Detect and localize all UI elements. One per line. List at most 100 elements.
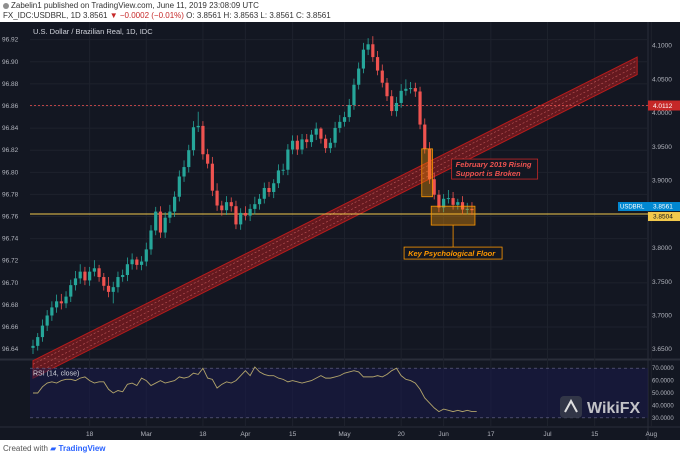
time-tick-5: May bbox=[338, 431, 351, 438]
candle-body bbox=[102, 277, 106, 286]
candle-body bbox=[427, 148, 432, 180]
candle-body bbox=[257, 198, 262, 205]
left-tick-0: 96.64 bbox=[2, 346, 19, 353]
time-tick-2: 18 bbox=[199, 431, 207, 438]
footer-brand[interactable]: TradingView bbox=[58, 444, 106, 453]
left-tick-1: 96.66 bbox=[2, 324, 19, 331]
right-tick-8: 4.0500 bbox=[652, 76, 672, 83]
rsi-tick-2: 50.0000 bbox=[652, 391, 674, 397]
publisher-line: Zabelin1 published on TradingView.com, J… bbox=[3, 1, 259, 10]
candle-body bbox=[305, 139, 309, 143]
rsi-label: RSI (14, close) bbox=[33, 370, 79, 377]
symbol-line: FX_IDC:USDBRL, 1D 3.8561 ▼ −0.0002 (−0.0… bbox=[3, 11, 331, 20]
candle-body bbox=[154, 211, 158, 231]
symbol-label[interactable]: FX_IDC:USDBRL, 1D bbox=[3, 11, 81, 20]
time-tick-1: Mar bbox=[141, 431, 153, 438]
rsi-tick-1: 40.0000 bbox=[652, 403, 674, 409]
left-tick-8: 96.80 bbox=[2, 169, 19, 176]
candle-body bbox=[158, 211, 163, 233]
left-tick-9: 96.82 bbox=[2, 147, 19, 154]
candle-body bbox=[446, 198, 450, 200]
candle-body bbox=[281, 169, 285, 171]
publish-header: Zabelin1 published on TradingView.com, J… bbox=[0, 0, 680, 22]
candle-body bbox=[69, 285, 73, 297]
right-tick-1: 3.7000 bbox=[652, 312, 672, 319]
candle-body bbox=[314, 128, 318, 135]
candle-body bbox=[437, 194, 441, 208]
candle-body bbox=[187, 150, 191, 168]
candle-body bbox=[144, 249, 148, 262]
candle-body bbox=[347, 104, 351, 118]
left-tick-3: 96.70 bbox=[2, 280, 19, 287]
rsi-tick-4: 70.0000 bbox=[652, 366, 674, 372]
candle-body bbox=[413, 88, 417, 92]
candle-body bbox=[168, 211, 172, 218]
wikifx-logo-icon bbox=[560, 396, 582, 418]
break-highlight-box bbox=[421, 148, 433, 198]
candle-body bbox=[206, 154, 210, 164]
candle-body bbox=[163, 217, 167, 233]
candle-body bbox=[385, 82, 389, 97]
candle-body bbox=[55, 301, 59, 308]
candle-body bbox=[342, 117, 347, 122]
time-tick-11: Aug bbox=[646, 431, 658, 438]
break-annotation-line1: February 2019 Rising bbox=[456, 160, 532, 169]
time-tick-4: 15 bbox=[289, 431, 297, 438]
chart-panel[interactable]: 96.64 96.66 96.68 96.70 96.72 96.74 96.76 96.78… bbox=[0, 22, 680, 440]
candle-body bbox=[291, 140, 295, 150]
candle-body bbox=[380, 70, 384, 83]
candle-body bbox=[423, 124, 427, 149]
candle-body bbox=[357, 68, 361, 85]
candle-body bbox=[111, 287, 115, 292]
left-tick-7: 96.78 bbox=[2, 191, 19, 198]
candle-body bbox=[333, 127, 337, 143]
candle-body bbox=[40, 325, 45, 338]
candle-body bbox=[50, 307, 54, 316]
wikifx-logo-mark bbox=[564, 398, 578, 413]
candle-body bbox=[173, 196, 177, 212]
ohlc-values: O: 3.8561 H: 3.8563 L: 3.8561 C: 3.8561 bbox=[186, 11, 331, 20]
candle-body bbox=[224, 202, 229, 211]
time-tick-3: Apr bbox=[240, 431, 251, 438]
candle-body bbox=[201, 125, 205, 155]
change-value: ▼ −0.0002 (−0.01%) bbox=[109, 11, 184, 20]
candle-body bbox=[36, 337, 40, 346]
candle-body bbox=[361, 49, 365, 69]
last-price-label: 3.8561 bbox=[653, 204, 673, 211]
candle-body bbox=[210, 163, 214, 191]
candle-body bbox=[276, 170, 281, 184]
candle-body bbox=[88, 271, 92, 281]
candle-body bbox=[295, 140, 299, 150]
candle-body bbox=[309, 134, 314, 143]
candle-body bbox=[352, 84, 356, 105]
candle-body bbox=[234, 206, 238, 225]
time-tick-0: 18 bbox=[86, 431, 94, 438]
candle-body bbox=[196, 125, 200, 128]
channel-hatch-0 bbox=[32, 70, 638, 376]
resistance-price-tag bbox=[648, 100, 680, 111]
rsi-tick-0: 30.0000 bbox=[652, 416, 674, 422]
candle-body bbox=[404, 88, 408, 91]
candle-body bbox=[399, 90, 403, 103]
publisher-text: Zabelin1 published on TradingView.com, J… bbox=[11, 1, 259, 10]
candle-body bbox=[149, 230, 153, 250]
footer-created: Created with bbox=[3, 444, 48, 453]
candle-body bbox=[465, 208, 469, 210]
candle-body bbox=[64, 296, 68, 304]
left-tick-5: 96.74 bbox=[2, 236, 19, 243]
candle-body bbox=[456, 202, 460, 205]
user-avatar-icon bbox=[3, 2, 9, 9]
right-tick-9: 4.1000 bbox=[652, 43, 672, 50]
candle-body bbox=[215, 190, 219, 206]
break-annotation-box bbox=[451, 158, 539, 180]
right-tick-2: 3.7500 bbox=[652, 279, 672, 286]
right-tick-0: 3.6500 bbox=[652, 346, 672, 353]
resistance-price-label: 4.0112 bbox=[653, 103, 673, 110]
candle-body bbox=[371, 44, 375, 58]
right-tick-5: 3.9000 bbox=[652, 178, 672, 185]
channel-hatch-2 bbox=[32, 60, 638, 365]
left-tick-4: 96.72 bbox=[2, 258, 19, 265]
candle-body bbox=[139, 261, 144, 265]
chart-canvas[interactable]: 96.64 96.66 96.68 96.70 96.72 96.74 96.76 96.78… bbox=[0, 22, 680, 440]
